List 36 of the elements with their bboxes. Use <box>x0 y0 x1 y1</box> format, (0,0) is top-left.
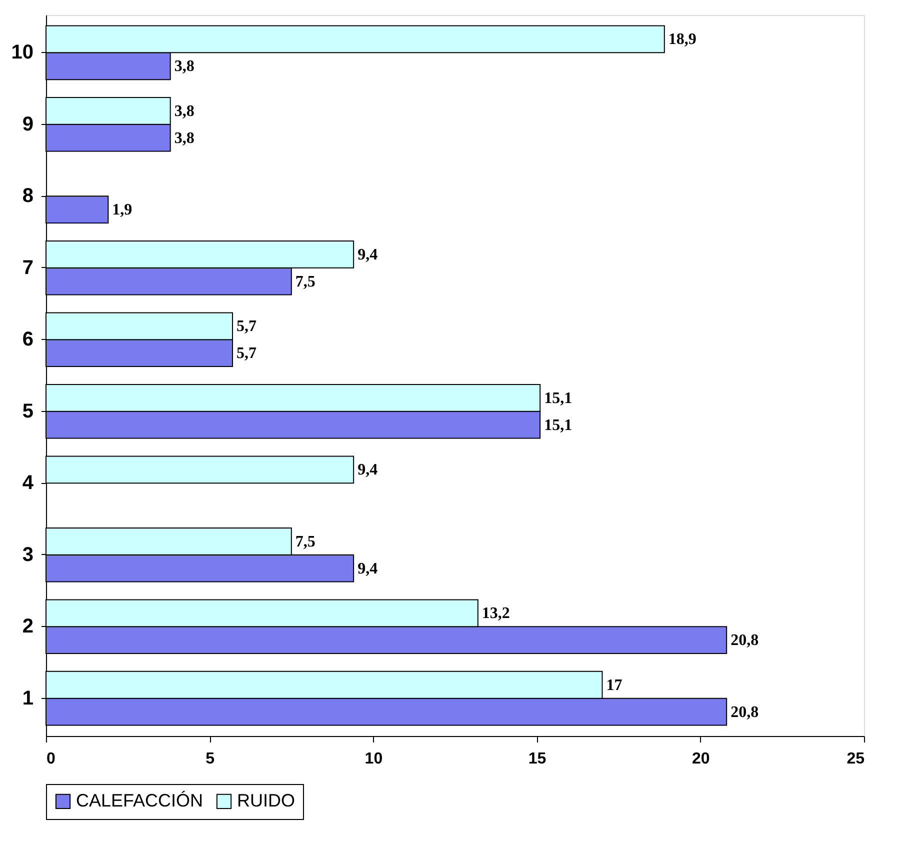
y-tick-label: 9 <box>22 113 34 136</box>
data-label: 1,9 <box>112 202 132 219</box>
data-label: 9,4 <box>358 246 378 264</box>
data-label: 3,8 <box>174 102 194 120</box>
data-label: 5,7 <box>236 318 257 336</box>
data-label: 9,4 <box>358 560 378 578</box>
y-tick-label: 7 <box>22 256 34 279</box>
data-label: 5,7 <box>236 345 257 362</box>
y-tick-label: 5 <box>22 400 34 422</box>
data-label: 9,4 <box>358 462 378 479</box>
y-tick-label: 10 <box>11 42 34 64</box>
x-tick-label: 25 <box>846 750 865 768</box>
y-tick-label: 1 <box>22 687 34 710</box>
x-tick-label: 0 <box>46 750 56 768</box>
data-label: 3,8 <box>174 130 194 147</box>
data-label: 7,5 <box>295 273 316 290</box>
y-tick-label: 3 <box>22 544 34 566</box>
y-tick-label: 6 <box>22 328 34 351</box>
x-tick-label: 5 <box>206 750 215 768</box>
data-label: 18,9 <box>668 31 696 48</box>
legend-label: CALEFACCIÓN <box>76 790 204 810</box>
y-tick-label: 4 <box>22 472 34 494</box>
data-label: 15,1 <box>544 390 572 407</box>
x-tick-label: 10 <box>364 750 383 768</box>
y-tick-label: 8 <box>22 185 34 208</box>
data-label: 20,8 <box>730 632 759 650</box>
data-label: 13,2 <box>482 605 510 622</box>
x-tick-label: 15 <box>528 750 546 768</box>
legend-label: RUIDO <box>237 790 295 810</box>
y-tick-label: 2 <box>22 616 34 638</box>
data-label: 20,8 <box>730 704 759 721</box>
data-label: 3,8 <box>174 58 194 76</box>
data-label: 7,5 <box>295 533 316 550</box>
data-label: 15,1 <box>544 416 572 434</box>
x-tick-label: 20 <box>692 750 710 768</box>
data-label: 17 <box>606 676 622 694</box>
